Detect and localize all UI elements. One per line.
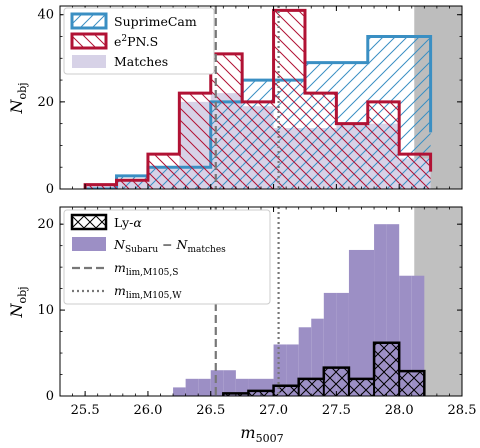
legend-swatch-lya xyxy=(70,213,108,231)
bottom-ticks: 0 10 20 25.5 26.0 26.5 27.0 27.5 28.0 28.5 xyxy=(37,207,476,418)
legend-subaru-minus: − xyxy=(158,237,176,252)
top-legend: SuprimeCam e2PN.S Matches xyxy=(63,7,215,75)
xlabel-main: m xyxy=(240,423,255,442)
bottom-legend: Ly-α NSubaru − Nmatches mlim,M105,S mlim… xyxy=(63,209,271,305)
bot-bar-ly--3 xyxy=(298,378,324,396)
legend-mlim-s-m: m xyxy=(114,260,126,275)
legend-mlim-s-sub: lim,M105,S xyxy=(126,268,179,278)
bot-bar-ly--6 xyxy=(374,342,400,396)
bot-bar-n-subaru-n-matches-2 xyxy=(198,378,211,396)
top-ylabel-main: N xyxy=(7,99,26,115)
bot-bar-n-subaru-n-matches-14 xyxy=(348,249,362,396)
bot-xtick-label-3: 27.0 xyxy=(259,403,288,418)
top-y-axis-title: Nobj xyxy=(7,82,29,114)
top-bar-e-pn-s-5 xyxy=(242,101,274,189)
legend-e2pns-rest: PN.S xyxy=(127,34,158,49)
top-bar-e-pn-s-1 xyxy=(116,180,148,189)
legend-swatch-suprimecam xyxy=(70,12,108,30)
legend-e2pns-sup: 2 xyxy=(121,34,127,44)
top-bar-e-pn-s-2 xyxy=(147,154,180,189)
bottom-panel: 0 10 20 25.5 26.0 26.5 27.0 27.5 28.0 28.5 Nobj m… xyxy=(7,206,476,445)
top-ytick-label-0: 0 xyxy=(46,182,54,197)
bot-ytick-label-0: 0 xyxy=(46,389,54,404)
bot-bar-ly--2 xyxy=(273,385,299,396)
bot-xtick-label-0: 25.5 xyxy=(71,403,100,418)
legend-label-e2pns: e2PN.S xyxy=(114,34,158,49)
legend-mlim-w-m: m xyxy=(114,283,126,298)
legend-label-subaru: NSubaru − Nmatches xyxy=(113,237,226,255)
bot-xtick-label-4: 27.5 xyxy=(322,403,351,418)
bot-bar-ly--1 xyxy=(248,390,274,396)
bot-xtick-label-2: 26.5 xyxy=(196,403,225,418)
bot-bar-ly--5 xyxy=(348,378,375,396)
legend-label-suprimecam: SuprimeCam xyxy=(114,14,197,29)
bot-bar-n-subaru-n-matches-11 xyxy=(311,318,324,396)
legend-label-lya: Ly-α xyxy=(114,215,142,230)
legend-e2pns-main: e xyxy=(114,34,121,49)
xlabel-sub: 5007 xyxy=(256,432,284,445)
legend-swatch-e2pns xyxy=(70,32,108,50)
bottom-x-axis-title: m5007 xyxy=(240,423,283,445)
top-outline-e-pn-s xyxy=(83,8,433,189)
legend-swatch-subaru xyxy=(72,237,106,251)
legend-subaru-s1: Subaru xyxy=(125,245,158,255)
bottom-legend-box xyxy=(63,209,271,305)
bot-ytick-label-2: 20 xyxy=(37,217,54,232)
bot-bar-n-subaru-n-matches-3 xyxy=(210,370,224,396)
legend-label-mlim-w: mlim,M105,W xyxy=(114,283,182,301)
legend-lya-main: Ly- xyxy=(114,215,133,230)
top-ytick-label-1: 20 xyxy=(37,95,54,110)
bot-bar-n-subaru-n-matches-18 xyxy=(399,275,412,396)
bot-ytick-label-1: 10 xyxy=(37,303,54,318)
legend-label-matches: Matches xyxy=(114,54,168,69)
top-bar-e-pn-s-7 xyxy=(304,93,337,189)
bot-bar-n-subaru-n-matches-9 xyxy=(286,344,299,396)
top-bar-e-pn-s-3 xyxy=(179,93,211,189)
top-bar-e-pn-s-10 xyxy=(399,154,431,189)
top-bar-e-pn-s-9 xyxy=(367,101,400,189)
bottom-y-axis-title: Nobj xyxy=(7,286,29,318)
top-panel: 0 20 40 Nobj SuprimeCam e2PN.S Matches xyxy=(7,5,463,197)
bot-bar-n-subaru-n-matches-5 xyxy=(235,378,249,396)
bot-bar-n-subaru-n-matches-1 xyxy=(185,378,199,396)
top-ylabel-sub: obj xyxy=(16,82,29,99)
bottom-ylabel-sub: obj xyxy=(16,286,29,303)
legend-lya-greek: α xyxy=(133,215,142,230)
bot-bar-n-subaru-n-matches-0 xyxy=(173,387,186,396)
bot-bar-n-subaru-n-matches-4 xyxy=(223,370,236,396)
top-bar-e-pn-s-0 xyxy=(85,184,117,189)
top-bar-e-pn-s-6 xyxy=(273,10,305,189)
bottom-bars xyxy=(173,224,426,396)
top-ytick-label-2: 40 xyxy=(37,8,54,23)
bottom-ylabel-main: N xyxy=(7,303,26,319)
bot-bar-n-subaru-n-matches-19 xyxy=(411,275,425,396)
legend-subaru-n1: N xyxy=(113,237,126,252)
top-bars xyxy=(83,8,433,189)
bot-bar-n-subaru-n-matches-15 xyxy=(361,249,375,396)
bot-xtick-label-1: 26.0 xyxy=(133,403,162,418)
legend-subaru-n2: N xyxy=(176,237,189,252)
bot-xtick-label-6: 28.5 xyxy=(448,403,477,418)
legend-swatch-matches xyxy=(72,55,106,68)
top-bar-e-pn-s-8 xyxy=(336,123,368,189)
bot-xtick-label-5: 28.0 xyxy=(385,403,414,418)
bot-bar-ly--7 xyxy=(399,371,425,396)
bot-bar-n-subaru-n-matches-8 xyxy=(273,344,287,396)
legend-label-mlim-s: mlim,M105,S xyxy=(114,260,178,278)
legend-subaru-s2: matches xyxy=(187,245,226,255)
legend-mlim-w-sub: lim,M105,W xyxy=(126,291,182,301)
